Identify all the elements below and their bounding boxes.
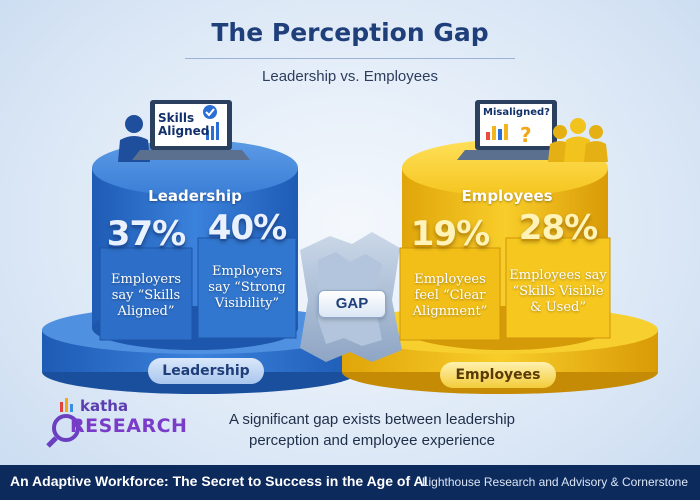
katha-research-logo: katha RESEARCH — [52, 395, 187, 445]
footer-bar: An Adaptive Workforce: The Secret to Suc… — [0, 465, 700, 500]
logo-bottom-text: RESEARCH — [70, 415, 188, 437]
svg-text:?: ? — [520, 123, 532, 147]
page-subtitle: Leadership vs. Employees — [262, 68, 438, 85]
employees-base-label: Employees — [440, 362, 556, 388]
employees-stat-label: Employees feel “Clear Alignment” — [412, 272, 488, 319]
leadership-stat-label: Employers say “Strong Visibility” — [208, 264, 286, 311]
leadership-laptop — [132, 100, 250, 160]
gap-badge: GAP — [318, 290, 386, 318]
employees-laptop: ? — [457, 100, 575, 160]
leadership-laptop-text: Skills Aligned — [158, 111, 210, 138]
leadership-heading: Leadership — [148, 187, 242, 205]
leadership-stat-value: 40% — [207, 208, 287, 248]
employees-stat-value: 19% — [410, 214, 490, 254]
employees-laptop-text: Misaligned? — [483, 107, 550, 118]
footer-source: Lighthouse Research and Advisory & Corne… — [421, 475, 688, 489]
logo-magnifier-icon — [46, 398, 80, 448]
employees-group-icon — [548, 118, 608, 162]
page-title: The Perception Gap — [211, 18, 489, 47]
leadership-base-label: Leadership — [148, 358, 264, 384]
footer-title: An Adaptive Workforce: The Secret to Suc… — [10, 473, 428, 489]
employees-podium — [399, 140, 611, 350]
caption: A significant gap exists between leaders… — [228, 411, 515, 449]
leadership-stat-value: 37% — [106, 214, 186, 254]
employees-stat-value: 28% — [518, 208, 598, 248]
employees-heading: Employees — [461, 187, 553, 205]
leadership-stat-label: Employers say “Skills Aligned” — [110, 272, 182, 319]
employees-stat-label: Employees say “Skills Visible & Used” — [509, 268, 607, 315]
title-divider — [185, 58, 515, 59]
logo-top-text: katha — [80, 397, 129, 415]
